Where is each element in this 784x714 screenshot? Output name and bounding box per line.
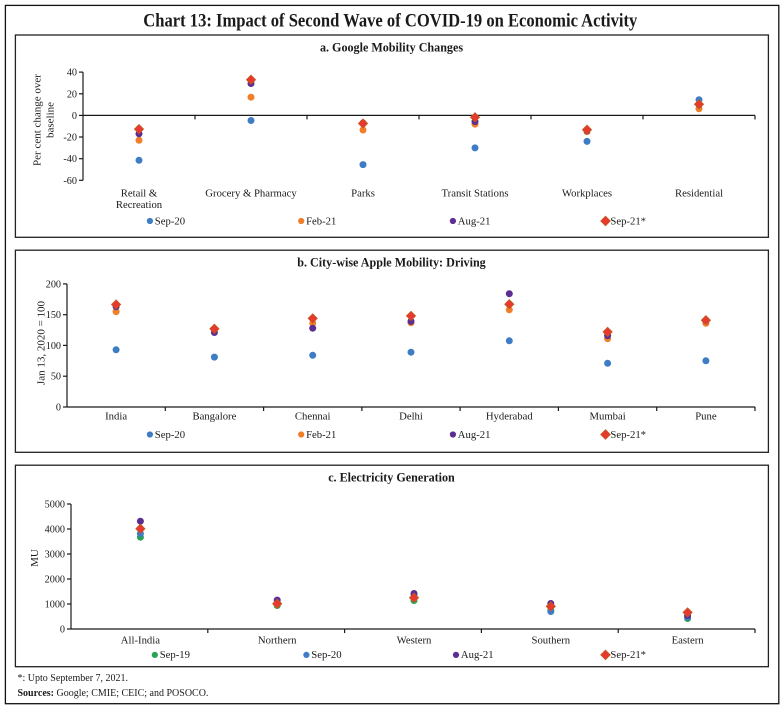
svg-text:0: 0 — [56, 403, 61, 414]
svg-text:Retail &: Retail & — [121, 188, 158, 200]
svg-text:Sep-19: Sep-19 — [160, 649, 190, 661]
svg-text:2000: 2000 — [45, 575, 65, 586]
svg-text:Transit Stations: Transit Stations — [441, 188, 508, 200]
svg-text:50: 50 — [51, 372, 61, 383]
svg-text:Feb-21: Feb-21 — [306, 429, 336, 441]
svg-text:Feb-21: Feb-21 — [306, 215, 336, 227]
svg-text:Hyderabad: Hyderabad — [486, 411, 534, 423]
svg-text:100: 100 — [46, 341, 61, 352]
svg-text:40: 40 — [67, 68, 77, 79]
svg-text:All-India: All-India — [121, 634, 160, 646]
svg-text:-60: -60 — [63, 176, 77, 187]
svg-text:150: 150 — [46, 310, 61, 321]
svg-text:Grocery & Pharmacy: Grocery & Pharmacy — [205, 188, 297, 200]
svg-text:Per cent change over: Per cent change over — [32, 74, 44, 166]
svg-text:b. City-wise Apple Mobility: D: b. City-wise Apple Mobility: Driving — [297, 255, 485, 269]
svg-text:Recreation: Recreation — [116, 199, 163, 211]
svg-text:4000: 4000 — [45, 525, 65, 536]
svg-text:Mumbai: Mumbai — [589, 411, 625, 423]
svg-text:a. Google Mobility Changes: a. Google Mobility Changes — [320, 40, 463, 54]
svg-text:Bangalore: Bangalore — [192, 411, 236, 423]
svg-text:*: Upto September 7, 2021.: *: Upto September 7, 2021. — [18, 673, 129, 684]
svg-text:Western: Western — [397, 634, 432, 646]
svg-text:Chennai: Chennai — [295, 411, 331, 423]
svg-text:India: India — [105, 411, 127, 423]
svg-text:Pune: Pune — [695, 411, 717, 423]
svg-text:Eastern: Eastern — [672, 634, 705, 646]
svg-text:Chart 13: Impact of Second Wav: Chart 13: Impact of Second Wave of COVID… — [143, 10, 638, 31]
svg-text:Southern: Southern — [532, 634, 571, 646]
svg-text:1000: 1000 — [45, 600, 65, 611]
svg-text:200: 200 — [46, 279, 61, 290]
svg-text:Jan 13, 2020 = 100: Jan 13, 2020 = 100 — [35, 300, 47, 385]
svg-text:Aug-21: Aug-21 — [461, 649, 494, 661]
svg-text:0: 0 — [60, 625, 65, 636]
svg-text:Sep-20: Sep-20 — [155, 215, 185, 227]
svg-text:Aug-21: Aug-21 — [458, 429, 491, 441]
svg-text:20: 20 — [67, 89, 77, 100]
svg-text:5000: 5000 — [45, 500, 65, 511]
svg-text:Aug-21: Aug-21 — [458, 215, 491, 227]
svg-text:3000: 3000 — [45, 550, 65, 561]
svg-text:Sep-20: Sep-20 — [311, 649, 341, 661]
svg-text:Sep-20: Sep-20 — [155, 429, 185, 441]
svg-text:Sep-21*: Sep-21* — [610, 429, 646, 441]
svg-text:-40: -40 — [63, 154, 77, 165]
svg-text:c. Electricity Generation: c. Electricity Generation — [328, 470, 455, 484]
svg-text:Workplaces: Workplaces — [562, 188, 612, 200]
svg-text:Sep-21*: Sep-21* — [610, 649, 646, 661]
svg-text:Residential: Residential — [675, 188, 723, 200]
svg-text:baseline: baseline — [45, 102, 57, 138]
svg-text:-20: -20 — [63, 133, 77, 144]
svg-text:Northern: Northern — [258, 634, 297, 646]
svg-text:0: 0 — [72, 111, 77, 122]
svg-text:Sep-21*: Sep-21* — [610, 215, 646, 227]
svg-text:Delhi: Delhi — [399, 411, 423, 423]
svg-text:Sources: Google; CMIE; CEIC; a: Sources: Google; CMIE; CEIC; and POSOCO. — [18, 688, 209, 699]
svg-text:MU: MU — [29, 549, 41, 567]
svg-text:Parks: Parks — [351, 188, 375, 200]
